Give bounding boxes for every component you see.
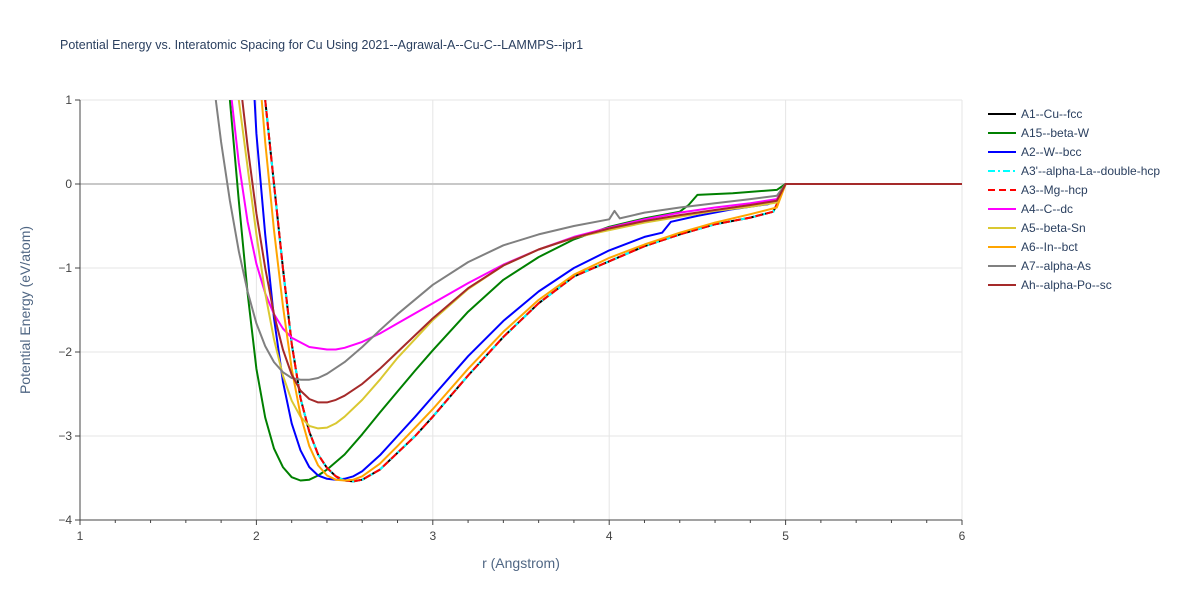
y-tick-label: −1 — [58, 261, 72, 275]
y-axis-title: Potential Energy (eV/atom) — [17, 226, 33, 394]
series-line — [237, 100, 962, 430]
legend-label: A4--C--dc — [1021, 202, 1073, 216]
legend-label: A3'--alpha-La--double-hcp — [1021, 164, 1160, 178]
series-line — [260, 100, 962, 482]
y-tick-label: −3 — [58, 429, 72, 443]
legend-label: A7--alpha-As — [1021, 259, 1091, 273]
series-line — [253, 100, 962, 481]
series-line — [230, 100, 962, 351]
legend-label: A5--beta-Sn — [1021, 221, 1086, 235]
tick-labels: 1 2 3 4 5 6 1 0 −1 −2 −3 −4 — [58, 93, 965, 543]
grid-lines — [80, 99, 963, 520]
x-tick-label: 3 — [429, 529, 436, 543]
legend-label: Ah--alpha-Po--sc — [1021, 278, 1112, 292]
axes — [75, 99, 963, 525]
x-tick-label: 5 — [782, 529, 789, 543]
series-line — [241, 100, 962, 404]
legend-label: A2--W--bcc — [1021, 145, 1081, 159]
legend-label: A1--Cu--fcc — [1021, 107, 1082, 121]
x-tick-label: 6 — [959, 529, 966, 543]
legend-label: A3--Mg--hcp — [1021, 183, 1088, 197]
series-line — [264, 100, 962, 483]
x-tick-label: 2 — [253, 529, 260, 543]
series-layer — [214, 100, 962, 483]
y-tick-label: 0 — [65, 177, 72, 191]
legend-label: A15--beta-W — [1021, 126, 1090, 140]
x-tick-label: 4 — [606, 529, 613, 543]
legend: A1--Cu--fcc A15--beta-W A2--W--bcc A3'--alp… — [988, 107, 1160, 292]
y-tick-label: −4 — [58, 513, 72, 527]
y-tick-label: −2 — [58, 345, 72, 359]
legend-label: A6--In--bct — [1021, 240, 1078, 254]
x-tick-label: 1 — [77, 529, 84, 543]
series-line — [228, 100, 962, 482]
x-axis-title: r (Angstrom) — [482, 555, 560, 571]
y-tick-label: 1 — [65, 93, 72, 107]
chart-title: Potential Energy vs. Interatomic Spacing… — [60, 38, 584, 52]
series-line — [214, 100, 962, 381]
